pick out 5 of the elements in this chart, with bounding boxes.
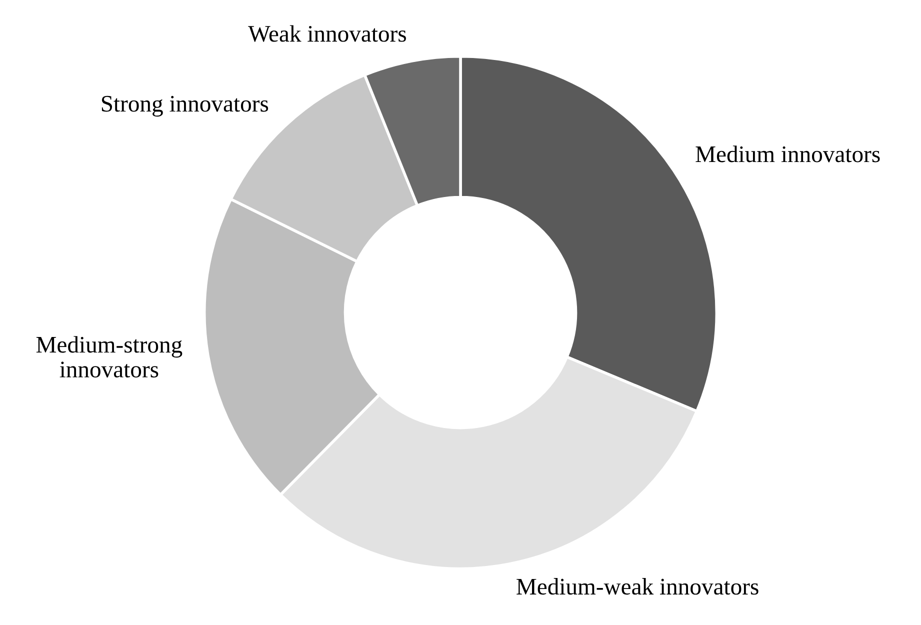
slice-label: Medium innovators: [696, 146, 880, 162]
slice-label: Medium-weak innovators: [516, 578, 758, 595]
slice-label: Strong innovators: [102, 96, 268, 117]
slice-label: Weak innovators: [248, 25, 406, 42]
slice-label: Medium-strong innovators: [36, 336, 182, 378]
